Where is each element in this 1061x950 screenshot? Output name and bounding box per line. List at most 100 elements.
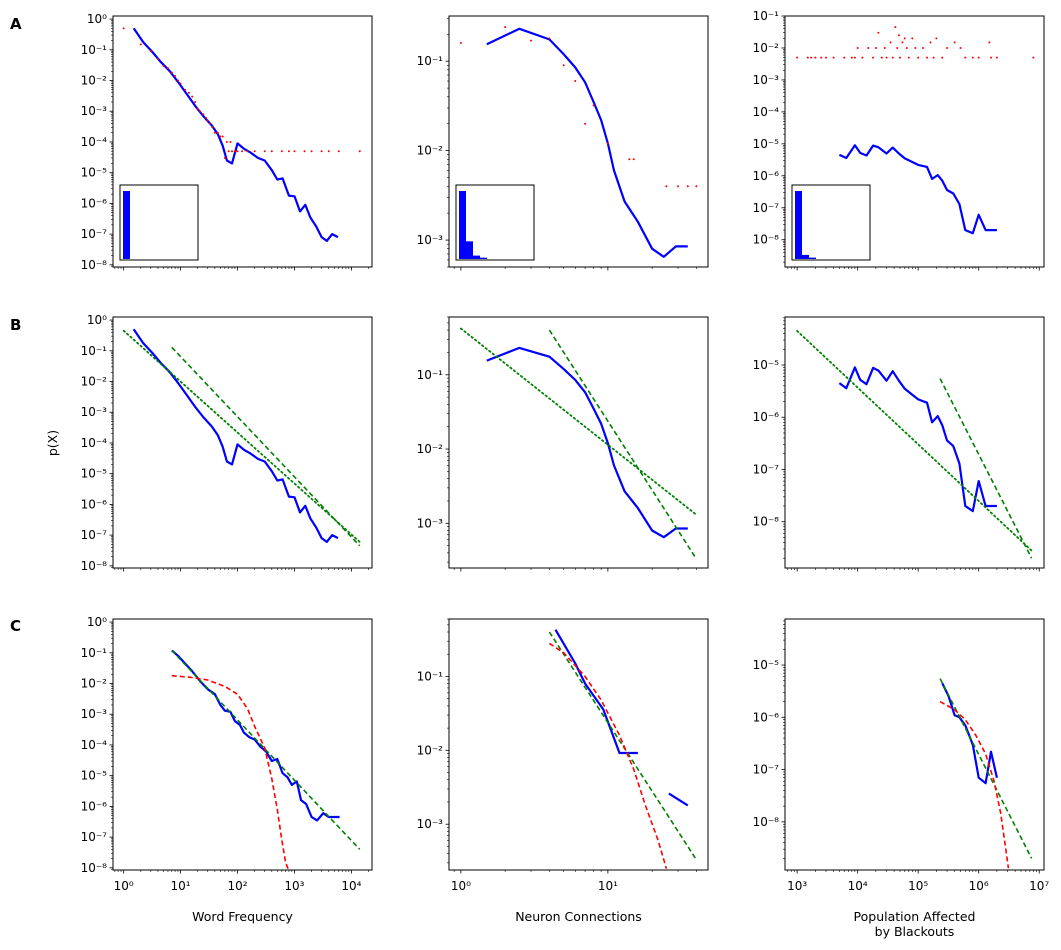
series-line-powerlaw-fit	[796, 329, 1033, 552]
y-tick-label: 10⁻¹	[417, 368, 444, 382]
y-tick-label: 10⁻¹	[417, 54, 444, 68]
scatter-point	[358, 150, 361, 153]
scatter-point	[139, 43, 142, 46]
inset-frame	[119, 184, 199, 261]
scatter-point	[191, 95, 194, 98]
y-tick-label: 10⁻²	[417, 144, 444, 158]
panel-c2: 10⁰ 10¹ 10⁻³ 10⁻² 10⁻¹ Neuron Connections	[417, 618, 709, 924]
panel-b3: 10⁻⁸ 10⁻⁷ 10⁻⁶ 10⁻⁵	[753, 316, 1045, 572]
plot-area	[122, 27, 361, 242]
y-tick-label: 10⁻⁴	[81, 738, 108, 752]
y-tick-label: 10⁻⁷	[753, 763, 780, 777]
x-tick-label: 10⁷	[1029, 879, 1049, 893]
plot-area	[796, 26, 1035, 235]
scatter-point	[162, 64, 165, 67]
scatter-point	[977, 56, 980, 59]
inset-bar	[466, 241, 473, 259]
y-tick-label: 10⁻¹	[81, 646, 108, 660]
scatter-point	[211, 126, 214, 129]
scatter-point	[995, 56, 998, 59]
x-tick-label: 10⁴	[848, 879, 868, 893]
panel-c3: 10³ 10⁴ 10⁵ 10⁶ 10⁷ 10⁻⁸ 10⁻⁷ 10⁻⁶ 10⁻⁵ Populatio…	[753, 618, 1049, 939]
series-line-exponential-fit	[171, 674, 290, 870]
scatter-point	[592, 104, 595, 107]
scatter-point	[885, 56, 888, 59]
scatter-point	[584, 122, 587, 125]
scatter-point	[236, 150, 239, 153]
scatter-point	[891, 56, 894, 59]
scatter-point	[216, 131, 219, 134]
y-tick-label: 10⁻⁸	[81, 258, 108, 272]
scatter-point	[632, 158, 635, 161]
axes-frame	[784, 316, 1045, 569]
scatter-point	[574, 80, 577, 83]
scatter-point	[219, 135, 222, 138]
scatter-point	[562, 64, 565, 67]
plots-area: 10⁻⁸10⁻⁷10⁻⁶10⁻⁵10⁻⁴10⁻³10⁻²10⁻¹10⁰10⁻³1…	[81, 9, 1050, 939]
y-axis-label: p(X)	[45, 430, 60, 456]
scatter-point	[903, 37, 906, 40]
scatter-point	[246, 150, 249, 153]
scatter-point	[176, 79, 179, 82]
scatter-point	[867, 46, 870, 49]
scatter-point	[935, 37, 938, 40]
y-tick-label: 10⁰	[87, 12, 107, 26]
y-tick-label: 10⁻⁷	[753, 462, 780, 476]
scatter-point	[227, 150, 230, 153]
axes-frame	[448, 316, 709, 569]
y-tick-label: 10⁻⁸	[81, 861, 108, 875]
x-tick-label: 10²	[227, 879, 247, 893]
scatter-point	[898, 56, 901, 59]
scatter-point	[174, 75, 177, 78]
scatter-point	[990, 56, 993, 59]
scatter-point	[1032, 56, 1035, 59]
axes-frame	[784, 15, 1045, 268]
scatter-point	[832, 56, 835, 59]
plot-area	[796, 329, 1033, 559]
series-line-powerlaw-fit	[171, 346, 361, 547]
series-line-empirical	[838, 366, 997, 513]
inset-bar	[473, 255, 480, 259]
series-line-empirical	[486, 27, 688, 258]
scatter-point	[156, 58, 159, 61]
scatter-point	[926, 56, 929, 59]
scatter-point	[921, 46, 924, 49]
scatter-point	[953, 41, 956, 44]
scatter-point	[310, 150, 313, 153]
x-axis-label: Neuron Connections	[515, 909, 642, 924]
y-tick-label: 10⁻²	[753, 41, 780, 55]
series-line-empirical	[668, 792, 689, 807]
scatter-point	[874, 46, 877, 49]
y-tick-label: 10⁻⁶	[81, 196, 108, 210]
y-tick-label: 10⁻⁴	[81, 436, 108, 450]
scatter-point	[850, 56, 853, 59]
y-tick-label: 10⁻⁸	[753, 815, 780, 829]
series-line-powerlaw-fit	[548, 631, 698, 861]
scatter-point	[814, 56, 817, 59]
y-tick-label: 10⁻⁷	[81, 227, 108, 241]
axes-frame	[784, 618, 1045, 871]
series-line-powerlaw-fit	[122, 329, 361, 543]
scatter-point	[280, 150, 283, 153]
scatter-point	[988, 41, 991, 44]
scatter-point	[504, 26, 507, 29]
series-line-exponential-fit	[939, 700, 1010, 869]
series-line-empirical	[838, 144, 997, 235]
scatter-point	[270, 150, 273, 153]
scatter-point	[959, 46, 962, 49]
y-tick-label: 10⁻¹	[81, 344, 108, 358]
inset-histogram	[791, 184, 871, 261]
plot-area	[459, 26, 698, 258]
scatter-point	[287, 150, 290, 153]
x-axis-label: Word Frequency	[192, 909, 293, 924]
scatter-point	[897, 34, 900, 37]
x-tick-label: 10³	[284, 879, 304, 893]
scatter-point	[241, 150, 244, 153]
x-axis-label: Population Affected	[854, 909, 976, 924]
y-tick-label: 10⁻¹	[417, 669, 444, 683]
scatter-point	[911, 37, 914, 40]
scatter-point	[122, 27, 125, 30]
scatter-point	[825, 56, 828, 59]
panel-a3: 10⁻⁸ 10⁻⁷ 10⁻⁶ 10⁻⁵ 10⁻⁴ 10⁻³ 10⁻² 10⁻¹	[753, 9, 1045, 271]
y-tick-label: 10⁻⁴	[81, 135, 108, 149]
